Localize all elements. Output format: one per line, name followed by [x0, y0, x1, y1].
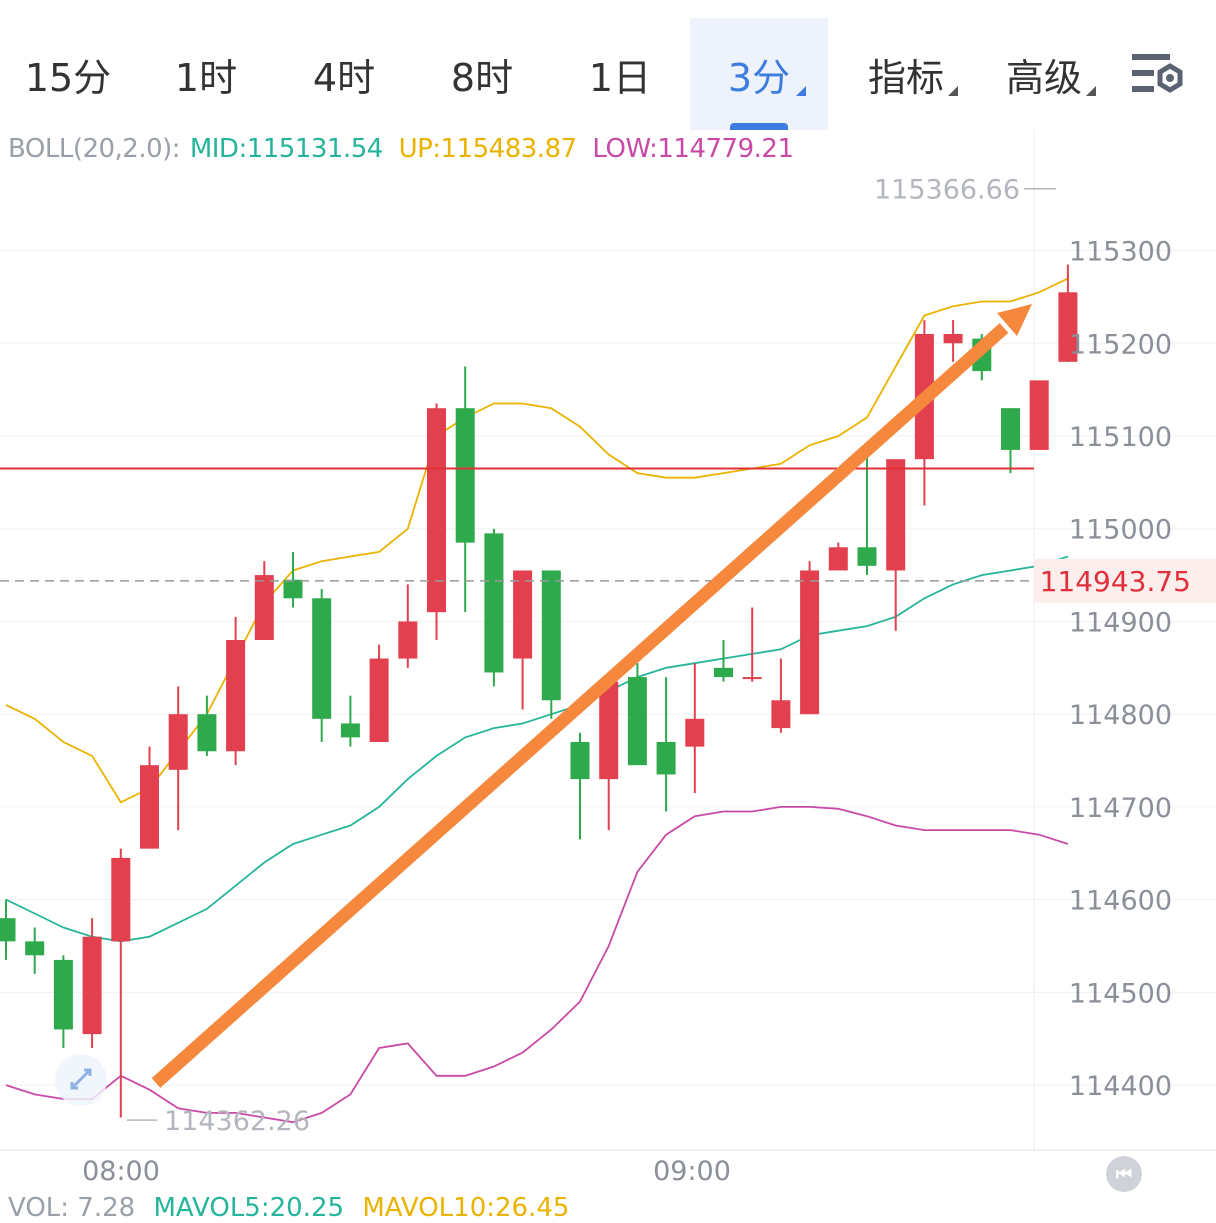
candlestick-chart[interactable]: 114943.75 115300 115200 115100 115000 114900…	[0, 130, 1216, 1190]
dropdown-triangle-icon	[948, 86, 958, 96]
candle-body	[714, 667, 733, 678]
vol-value: VOL: 7.28	[8, 1193, 136, 1223]
axis-labels: 115300 115200 115100 115000 114900 114800 1147…	[82, 175, 1172, 1187]
time-tick-label: 09:00	[653, 1156, 731, 1187]
candle-body	[226, 640, 246, 752]
mavol10-value: MAVOL10:26.45	[362, 1193, 570, 1223]
tab-indicators[interactable]: 指标	[846, 18, 966, 130]
mid-band-line	[5, 555, 1069, 943]
tab-label: 15分	[24, 55, 112, 100]
tab-8h[interactable]: 8时	[432, 18, 532, 130]
candle-body	[369, 658, 389, 742]
candle-body	[828, 547, 848, 571]
tab-1d[interactable]: 1日	[570, 18, 670, 130]
candle-body	[656, 742, 676, 775]
candle-body	[25, 941, 45, 956]
candle-body	[312, 598, 332, 719]
low-marker-label: 114362.26	[164, 1106, 310, 1137]
boll-up-value: UP:115483.87	[398, 134, 578, 164]
expand-icon	[55, 1054, 107, 1106]
timeframe-tabbar: 15分 1时 4时 8时 1日 3分 指标 高级	[0, 0, 1216, 130]
tab-label: 指标	[867, 55, 944, 100]
candle-body	[513, 570, 533, 659]
mavol5-value: MAVOL5:20.25	[153, 1193, 345, 1223]
price-tick-label: 114900	[1069, 607, 1172, 638]
candle-body	[1001, 408, 1020, 450]
candle-body	[742, 677, 762, 680]
candles	[0, 264, 1078, 1118]
candle-body	[455, 408, 475, 543]
candle-body	[1058, 292, 1078, 362]
lower-band-line	[5, 806, 1069, 1124]
time-tick-label: 08:00	[82, 1156, 160, 1187]
price-lines: 114943.75	[0, 467, 1216, 603]
chart-settings-button[interactable]	[1128, 50, 1188, 100]
candle-body	[541, 570, 561, 701]
chart-settings-icon	[1132, 54, 1183, 93]
last-price-tag	[1034, 558, 1216, 603]
high-marker-label: 115366.66	[874, 175, 1020, 206]
trend-arrow-shaft	[151, 323, 1009, 1088]
candle-body	[53, 959, 73, 1030]
tab-4h[interactable]: 4时	[294, 18, 394, 130]
candle-body	[427, 408, 446, 613]
price-tick-label: 115100	[1069, 422, 1172, 453]
volume-readout: VOL: 7.28 MAVOL5:20.25 MAVOL10:26.45	[8, 1193, 579, 1223]
back-to-latest-button[interactable]: ⏮	[1106, 1156, 1142, 1192]
price-tick-label: 114700	[1069, 793, 1172, 824]
candle-body	[398, 621, 418, 659]
boll-label: BOLL(20,2.0):	[8, 134, 181, 164]
trend-arrow	[151, 304, 1032, 1088]
price-tick-label: 114800	[1069, 700, 1172, 731]
candle-body	[254, 575, 274, 640]
candle-body	[627, 677, 647, 766]
tab-label: 8时	[450, 55, 514, 100]
candle-body	[685, 718, 705, 747]
tab-advanced[interactable]: 高级	[984, 18, 1104, 130]
price-tick-label: 115200	[1069, 329, 1172, 360]
candle-body	[771, 700, 791, 729]
tab-label: 高级	[1005, 55, 1082, 100]
tab-label: 3分	[727, 55, 791, 100]
candle-body	[168, 714, 188, 770]
candle-body	[111, 857, 131, 942]
tab-label: 4时	[312, 55, 376, 100]
price-tick-label: 115000	[1069, 515, 1172, 546]
candle-body	[140, 765, 159, 849]
tab-label: 1时	[174, 55, 238, 100]
active-tab-indicator	[730, 123, 788, 130]
dropdown-triangle-icon	[1086, 86, 1096, 96]
candle-body	[283, 579, 303, 599]
candle-body	[197, 714, 217, 752]
candle-body	[943, 334, 963, 344]
tab-1h[interactable]: 1时	[156, 18, 256, 130]
back-to-latest-icon: ⏮	[1115, 1163, 1133, 1185]
candle-body	[570, 742, 590, 780]
boll-indicator-readout: BOLL(20,2.0): MID:115131.54 UP:115483.87…	[8, 134, 802, 164]
price-tick-label: 115300	[1069, 237, 1172, 268]
candle-body	[82, 936, 102, 1035]
upper-band-line	[5, 277, 1069, 804]
candle-body	[886, 459, 906, 571]
candle-body	[857, 547, 877, 566]
boll-mid-value: MID:115131.54	[189, 134, 383, 164]
dropdown-triangle-icon	[796, 86, 806, 96]
tab-label: 1日	[588, 55, 652, 100]
trend-arrow-head	[997, 304, 1032, 336]
candle-body	[484, 533, 504, 673]
candle-body	[800, 570, 820, 715]
price-tick-label: 114600	[1069, 886, 1172, 917]
candle-body	[340, 723, 360, 738]
boll-low-value: LOW:114779.21	[592, 134, 794, 164]
price-tick-label: 114400	[1069, 1071, 1172, 1102]
price-tick-label: 114500	[1069, 978, 1172, 1009]
tab-15min[interactable]: 15分	[18, 18, 118, 130]
candle-body	[1029, 380, 1049, 450]
tab-3min[interactable]: 3分	[690, 18, 828, 130]
expand-chart-button[interactable]	[50, 1052, 112, 1108]
candle-body	[599, 681, 619, 780]
candle-body	[0, 918, 16, 942]
last-price-label: 114943.75	[1040, 565, 1191, 598]
